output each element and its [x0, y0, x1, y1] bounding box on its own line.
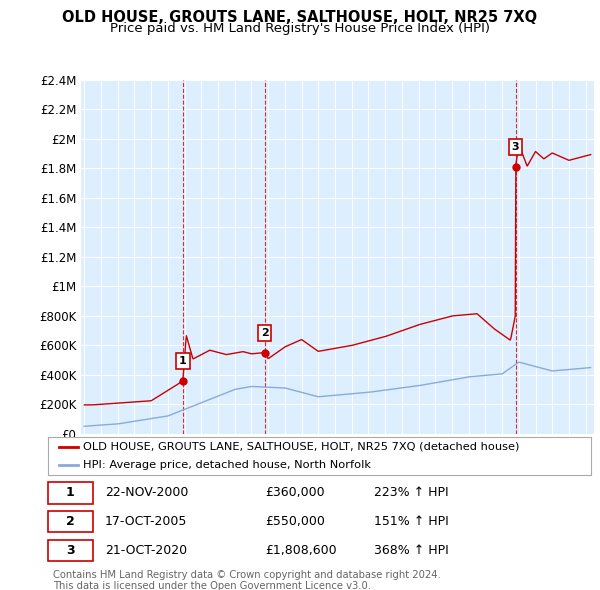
Text: 223% ↑ HPI: 223% ↑ HPI [374, 486, 448, 499]
Text: £1,808,600: £1,808,600 [265, 544, 337, 557]
Text: OLD HOUSE, GROUTS LANE, SALTHOUSE, HOLT, NR25 7XQ (detached house): OLD HOUSE, GROUTS LANE, SALTHOUSE, HOLT,… [83, 442, 520, 452]
Text: 368% ↑ HPI: 368% ↑ HPI [374, 544, 449, 557]
Text: HPI: Average price, detached house, North Norfolk: HPI: Average price, detached house, Nort… [83, 460, 371, 470]
FancyBboxPatch shape [48, 511, 92, 532]
Text: 2: 2 [66, 515, 74, 528]
FancyBboxPatch shape [48, 481, 92, 503]
Text: £550,000: £550,000 [265, 515, 325, 528]
Text: 3: 3 [66, 544, 74, 557]
Text: 3: 3 [512, 142, 520, 152]
Text: Contains HM Land Registry data © Crown copyright and database right 2024.
This d: Contains HM Land Registry data © Crown c… [53, 570, 441, 590]
Text: Price paid vs. HM Land Registry's House Price Index (HPI): Price paid vs. HM Land Registry's House … [110, 22, 490, 35]
Text: 1: 1 [179, 356, 187, 366]
Text: 22-NOV-2000: 22-NOV-2000 [105, 486, 188, 499]
Text: 151% ↑ HPI: 151% ↑ HPI [374, 515, 449, 528]
Text: £360,000: £360,000 [265, 486, 325, 499]
Text: 17-OCT-2005: 17-OCT-2005 [105, 515, 187, 528]
Text: OLD HOUSE, GROUTS LANE, SALTHOUSE, HOLT, NR25 7XQ: OLD HOUSE, GROUTS LANE, SALTHOUSE, HOLT,… [62, 10, 538, 25]
FancyBboxPatch shape [48, 540, 92, 562]
Text: 2: 2 [261, 328, 269, 337]
Text: 21-OCT-2020: 21-OCT-2020 [105, 544, 187, 557]
Text: 1: 1 [66, 486, 74, 499]
